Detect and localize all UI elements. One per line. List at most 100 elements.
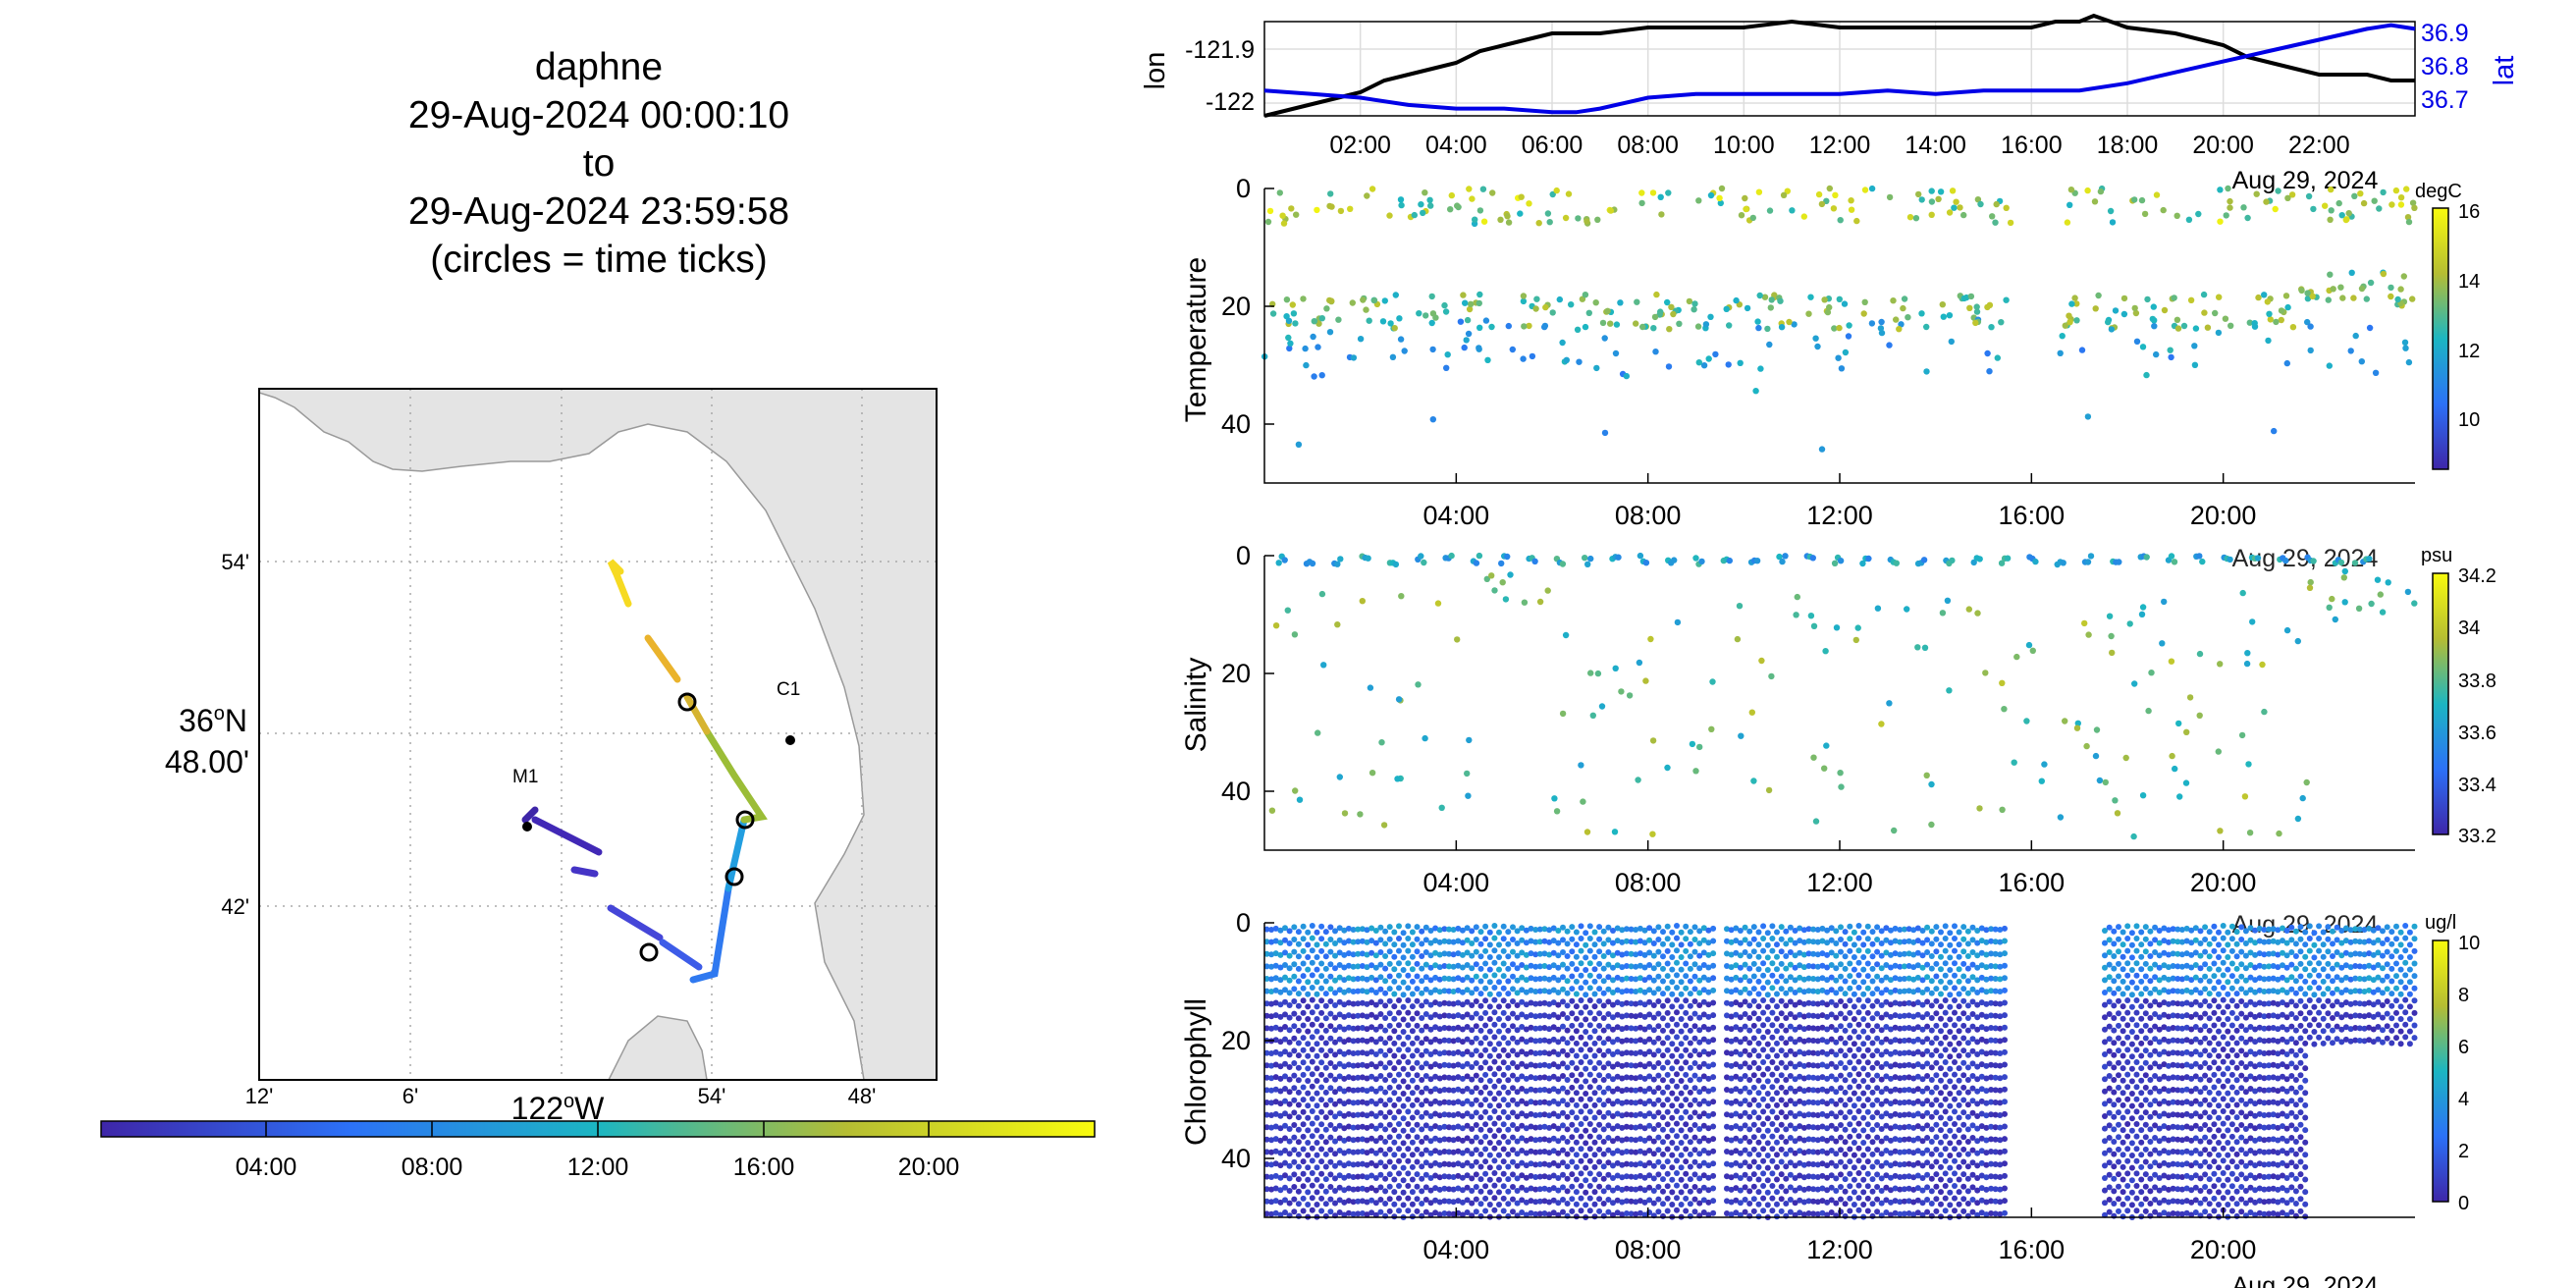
temperature-point: [1984, 303, 1991, 311]
chlorophyll-point: [1528, 1061, 1534, 1068]
chlorophyll-point: [1377, 1085, 1384, 1092]
chlorophyll-point: [1914, 1172, 1921, 1179]
chlorophyll-point: [1355, 988, 1362, 994]
chlorophyll-point: [1446, 1000, 1452, 1007]
chlorophyll-point: [1305, 1065, 1312, 1072]
chlorophyll-point: [1892, 1136, 1899, 1143]
chlorophyll-point: [1500, 1195, 1507, 1202]
chlorophyll-point: [1309, 1195, 1315, 1202]
chlorophyll-point: [1619, 964, 1626, 971]
chlorophyll-point: [1696, 1076, 1703, 1083]
temperature-point: [1482, 317, 1490, 324]
chlorophyll-point: [1560, 1159, 1566, 1166]
chlorophyll-point: [1510, 1109, 1516, 1116]
chlorophyll-point: [1769, 1157, 1776, 1164]
chlorophyll-point: [1382, 1027, 1389, 1034]
chlorophyll-point: [1623, 1099, 1630, 1105]
chlorophyll-point: [1956, 953, 1962, 960]
chlorophyll-point: [1359, 1061, 1366, 1068]
chlorophyll-point: [1660, 1151, 1666, 1157]
chlorophyll-point: [1914, 1110, 1921, 1117]
temperature-point: [2240, 204, 2247, 211]
temperature-point: [1429, 310, 1437, 317]
chlorophyll-point: [1291, 1072, 1298, 1079]
chlorophyll-point: [1305, 1152, 1312, 1158]
chlorophyll-point: [1523, 1125, 1530, 1132]
chlorophyll-point: [1897, 1100, 1904, 1106]
chlorophyll-point: [1277, 1088, 1284, 1095]
temperature-point: [2073, 317, 2080, 324]
chlorophyll-point: [1869, 978, 1876, 985]
chlorophyll-point: [1341, 1174, 1348, 1181]
salinity-point: [2092, 752, 2100, 760]
chlorophyll-point: [1505, 1163, 1512, 1170]
chlorophyll-point: [1314, 1003, 1320, 1010]
chlorophyll-point: [1359, 1099, 1366, 1105]
temperature-point: [1464, 316, 1472, 324]
chlorophyll-point: [1336, 1110, 1343, 1117]
temperature-point: [1467, 300, 1475, 307]
temperature-point: [1398, 201, 1405, 209]
temperature-point: [1818, 446, 1826, 453]
salinity-point: [1642, 677, 1649, 684]
chlorophyll-point: [1650, 1113, 1657, 1120]
chlorophyll-point: [1901, 1124, 1907, 1131]
temperature-point: [1607, 207, 1615, 214]
chlorophyll-point: [1928, 1089, 1935, 1096]
chlorophyll-point: [1933, 997, 1940, 1004]
chlorophyll-point: [1628, 1025, 1635, 1032]
chlorophyll-point: [1691, 1023, 1698, 1030]
chlorophyll-point: [1272, 1024, 1279, 1031]
chlorophyll-point: [1350, 939, 1357, 945]
chlorophyll-point: [1469, 1002, 1476, 1008]
chlorophyll-point: [1792, 1125, 1798, 1132]
chlorophyll-point: [1300, 1108, 1307, 1115]
chlorophyll-point: [1341, 964, 1348, 971]
chlorophyll-point: [1669, 929, 1676, 936]
chlorophyll-point: [2102, 1051, 2108, 1057]
salinity-point: [2377, 591, 2384, 598]
chlorophyll-point: [1450, 1161, 1457, 1168]
chlorophyll-point: [1842, 1077, 1849, 1084]
chlorophyll-point: [1382, 965, 1389, 972]
chlorophyll-point: [1964, 1175, 1971, 1182]
salinity-point: [2093, 726, 2101, 733]
chlorophyll-point: [1473, 1158, 1479, 1165]
chlorophyll-point: [1760, 1121, 1767, 1127]
salinity-point: [2083, 742, 2090, 750]
chlorophyll-point: [1332, 1126, 1338, 1132]
chlorophyll-point: [1728, 1124, 1735, 1131]
chlorophyll-point: [1450, 1124, 1457, 1131]
chlorophyll-point: [1655, 1085, 1662, 1092]
chlorophyll-point: [1286, 977, 1293, 984]
chlorophyll-point: [1469, 965, 1476, 972]
chlorophyll-point: [1956, 1114, 1962, 1121]
chlorophyll-point: [1819, 950, 1826, 957]
chlorophyll-point: [2111, 978, 2118, 985]
chlorophyll-point: [1650, 1175, 1657, 1182]
temperature-point: [1771, 292, 1778, 298]
chlorophyll-point: [1427, 964, 1434, 971]
chlorophyll-point: [1560, 1197, 1566, 1203]
chlorophyll-point: [1910, 1026, 1917, 1033]
chlorophyll-point: [1277, 1026, 1284, 1033]
temperature-point: [1664, 298, 1671, 306]
chlorophyll-point: [1933, 1146, 1940, 1153]
chlorophyll-point: [1610, 939, 1616, 946]
chlorophyll-point: [1864, 1046, 1871, 1053]
chlorophyll-point: [1419, 953, 1425, 959]
chlorophyll-point: [1810, 1038, 1817, 1044]
chlorophyll-point: [1956, 1201, 1962, 1208]
chlorophyll-point: [1314, 979, 1320, 986]
chlorophyll-point: [1674, 985, 1680, 991]
chlorophyll-point: [1300, 1035, 1307, 1042]
chlorophyll-point: [1901, 976, 1907, 982]
chlorophyll-point: [1646, 987, 1653, 993]
salinity-point: [2245, 761, 2252, 768]
chlorophyll-point: [1978, 1024, 1985, 1031]
temperature-point: [2151, 323, 2158, 330]
chlorophyll-point: [1477, 1040, 1484, 1046]
chlorophyll-point: [1436, 964, 1443, 971]
chlorophyll-point: [1605, 1047, 1612, 1054]
temperature-point: [1658, 211, 1665, 218]
